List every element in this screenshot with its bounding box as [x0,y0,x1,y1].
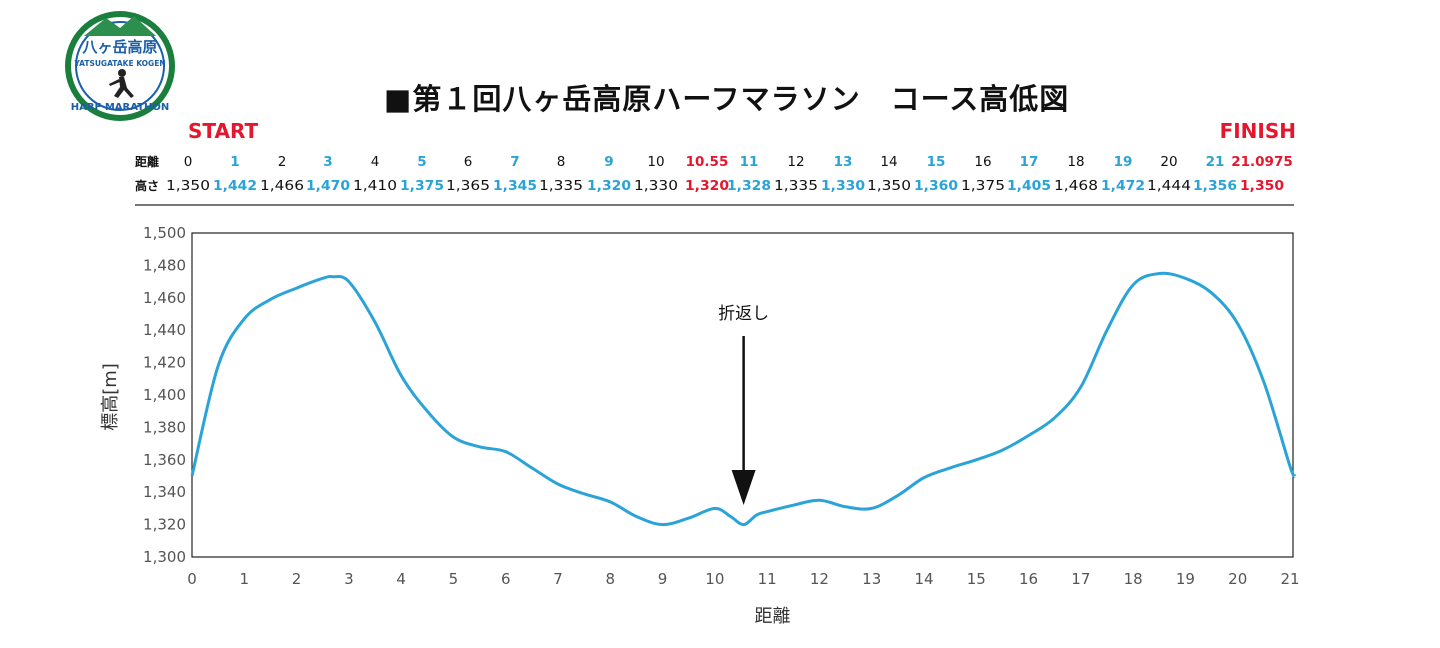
height-cell: 1,410 [353,178,397,194]
y-tick-label: 1,480 [143,256,186,274]
x-tick-label: 1 [240,570,250,588]
x-tick-label: 13 [862,570,881,588]
y-tick-label: 1,400 [143,386,186,404]
distance-cell: 0 [184,154,193,170]
distance-cell: 21 [1206,154,1225,170]
x-tick-label: 4 [396,570,406,588]
height-cell: 1,405 [1007,178,1051,194]
height-cell: 1,345 [493,178,537,194]
height-cell: 1,466 [260,178,304,194]
height-cell: 1,470 [306,178,350,194]
x-tick-label: 21 [1280,570,1299,588]
x-tick-label: 11 [758,570,777,588]
elevation-line [190,271,1297,527]
distance-cell: 12 [787,154,804,170]
distance-cell: 10 [647,154,664,170]
y-tick-label: 1,420 [143,354,186,372]
x-tick-label: 0 [187,570,197,588]
x-tick-label: 3 [344,570,354,588]
y-tick-label: 1,500 [143,224,186,242]
height-cell: 1,472 [1101,178,1145,194]
x-tick-label: 19 [1176,570,1195,588]
x-tick-label: 12 [810,570,829,588]
x-tick-label: 8 [606,570,616,588]
height-cell: 1,328 [727,178,771,194]
height-cell: 1,356 [1193,178,1237,194]
x-tick-label: 18 [1124,570,1143,588]
distance-cell: 3 [323,154,332,170]
x-tick-label: 20 [1228,570,1247,588]
distance-cell: 16 [974,154,991,170]
y-tick-label: 1,380 [143,418,186,436]
y-tick-label: 1,340 [143,483,186,501]
distance-cell: 9 [604,154,613,170]
turnaround-arrow-head [731,470,756,505]
x-tick-label: 16 [1019,570,1038,588]
height-cell: 1,365 [446,178,490,194]
x-tick-label: 14 [914,570,933,588]
distance-cell: 11 [740,154,759,170]
x-tick-label: 6 [501,570,511,588]
chart-title: ■第１回八ヶ岳高原ハーフマラソン コース高低図 [384,82,1070,116]
y-tick-label: 1,460 [143,289,186,307]
x-axis-title: 距離 [755,606,791,627]
distance-cell: 18 [1067,154,1084,170]
height-cell: 1,360 [914,178,958,194]
height-cell: 1,320 [685,178,729,194]
logo-bottom-text: HARF MARATHON [71,102,170,113]
height-cell: 1,350 [166,178,210,194]
height-cell: 1,330 [821,178,865,194]
distance-cell: 6 [464,154,473,170]
y-tick-label: 1,300 [143,548,186,566]
distance-cell: 1 [230,154,239,170]
distance-cell: 2 [278,154,287,170]
distance-cell: 15 [927,154,946,170]
height-cell: 1,442 [213,178,257,194]
runner-icon [109,69,134,98]
distance-cell: 14 [880,154,897,170]
height-cell: 1,350 [867,178,911,194]
height-cell: 1,468 [1054,178,1098,194]
height-cell: 1,375 [961,178,1005,194]
finish-label: FINISH [1219,119,1296,143]
logo-top-text: 八ヶ岳高原 [81,38,157,56]
height-cell: 1,335 [539,178,583,194]
y-tick-label: 1,440 [143,321,186,339]
logo-arc-text: YATSUGATAKE KOGEN [73,59,165,68]
x-tick-label: 5 [449,570,459,588]
x-tick-label: 9 [658,570,668,588]
y-axis-title: 標高[m] [100,363,121,431]
distance-cell: 13 [834,154,853,170]
distance-cell: 21.0975 [1231,154,1293,170]
logo-emblem: 八ヶ岳高原 YATSUGATAKE KOGEN HARF MARATHON [65,11,175,121]
x-tick-label: 17 [1071,570,1090,588]
height-cell: 1,335 [774,178,818,194]
distance-row-label: 距離 [135,154,159,169]
height-cell: 1,320 [587,178,631,194]
x-tick-label: 10 [705,570,724,588]
y-tick-label: 1,360 [143,451,186,469]
distance-cell: 7 [510,154,519,170]
distance-cell: 19 [1114,154,1133,170]
distance-cell: 4 [371,154,380,170]
height-row-label: 高さ [135,178,159,193]
plot-frame [191,232,1294,558]
x-tick-label: 2 [292,570,302,588]
distance-cell: 10.55 [686,154,729,170]
height-cell: 1,350 [1240,178,1284,194]
x-tick-label: 15 [967,570,986,588]
distance-cell: 20 [1160,154,1177,170]
y-tick-label: 1,320 [143,516,186,534]
height-cell: 1,330 [634,178,678,194]
distance-cell: 8 [557,154,566,170]
distance-cell: 17 [1020,154,1039,170]
height-cell: 1,375 [400,178,444,194]
height-cell: 1,444 [1147,178,1191,194]
x-tick-label: 7 [553,570,563,588]
start-label: START [188,119,259,143]
distance-cell: 5 [417,154,426,170]
turnaround-label: 折返し [718,304,769,324]
